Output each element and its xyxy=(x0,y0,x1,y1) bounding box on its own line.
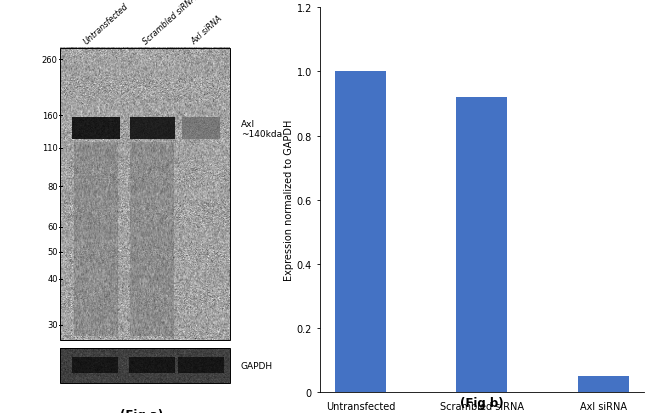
Bar xyxy=(60,49,230,340)
Text: 80: 80 xyxy=(47,183,58,191)
Text: 160: 160 xyxy=(42,112,58,120)
Text: Axl siRNA: Axl siRNA xyxy=(190,14,224,47)
Text: 40: 40 xyxy=(47,275,58,284)
Text: 260: 260 xyxy=(42,56,58,64)
Text: Axl
~140kda: Axl ~140kda xyxy=(241,120,282,139)
Text: (Fig a): (Fig a) xyxy=(120,408,162,413)
Bar xyxy=(578,376,629,392)
Y-axis label: Expression normalized to GAPDH: Expression normalized to GAPDH xyxy=(284,120,294,281)
Bar xyxy=(60,348,230,383)
Text: Scrambled siRNA: Scrambled siRNA xyxy=(141,0,198,47)
Text: (Fig b): (Fig b) xyxy=(460,396,504,409)
Text: 30: 30 xyxy=(47,320,58,330)
Bar xyxy=(456,98,508,392)
Bar xyxy=(335,72,386,392)
Text: GAPDH: GAPDH xyxy=(241,361,273,370)
Text: 60: 60 xyxy=(47,223,58,232)
Text: 50: 50 xyxy=(47,248,58,256)
Text: 110: 110 xyxy=(42,144,58,153)
Text: Untransfected: Untransfected xyxy=(82,2,130,47)
